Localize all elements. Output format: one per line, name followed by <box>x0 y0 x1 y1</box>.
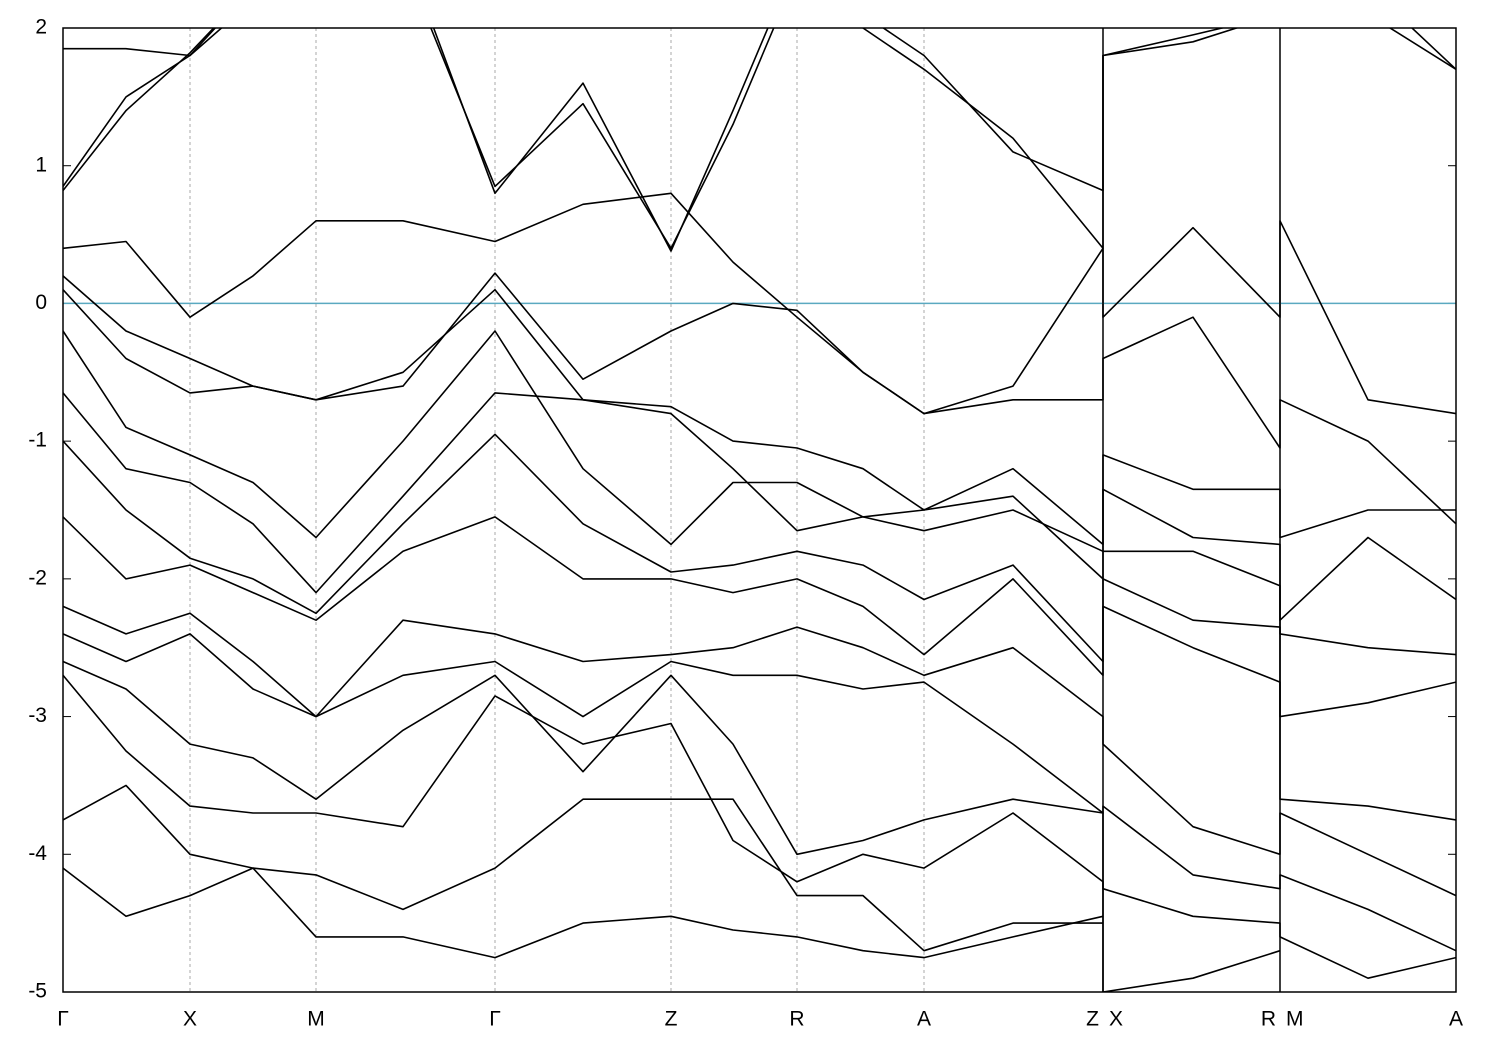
x-tick-label: Γ <box>489 1008 501 1031</box>
band <box>63 605 1456 897</box>
x-tick-label: R <box>789 1008 804 1031</box>
x-tick-label: Z <box>1086 1008 1099 1031</box>
band <box>63 192 1456 415</box>
band <box>63 867 1104 959</box>
band <box>63 330 1456 621</box>
y-tick-label: -2 <box>28 566 47 589</box>
x-tick-label: X <box>183 1008 197 1031</box>
y-tick-label: 0 <box>35 291 47 314</box>
x-tick-label: Γ <box>57 1008 69 1031</box>
y-tick-label: -3 <box>28 704 47 727</box>
x-tick-label: Z <box>665 1008 678 1031</box>
x-tick-label: M <box>1286 1008 1304 1031</box>
x-tick-label: A <box>917 1008 931 1031</box>
y-tick-label: 1 <box>35 153 47 176</box>
y-tick-label: -1 <box>28 429 47 452</box>
y-tick-label: -4 <box>28 842 47 865</box>
x-tick-label: M <box>307 1008 325 1031</box>
band <box>63 392 1456 656</box>
y-tick-label: -5 <box>28 980 47 1003</box>
band <box>63 660 1456 979</box>
y-tick-label: 2 <box>35 16 47 39</box>
band <box>63 784 1103 952</box>
band <box>63 28 1456 252</box>
x-tick-label: R <box>1261 1008 1276 1031</box>
bands <box>63 28 1456 992</box>
band <box>63 674 1281 992</box>
band <box>63 28 217 187</box>
band <box>63 516 1456 821</box>
band <box>63 633 1456 952</box>
x-tick-label: A <box>1449 1008 1463 1031</box>
band <box>63 288 1456 546</box>
band <box>63 433 1456 718</box>
plot-frame <box>62 27 1457 993</box>
x-tick-label: X <box>1109 1008 1123 1031</box>
